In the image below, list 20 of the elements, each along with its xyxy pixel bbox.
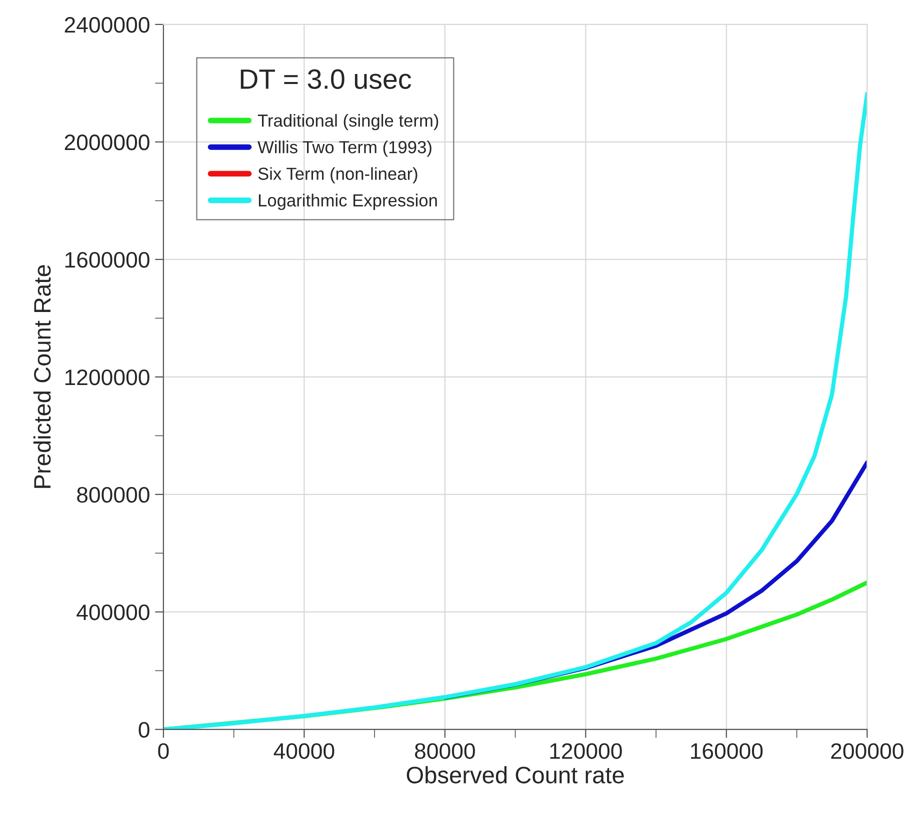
x-tick-label: 40000 bbox=[274, 743, 334, 759]
y-tick-label: 2000000 bbox=[64, 134, 150, 150]
x-tick-label: 0 bbox=[158, 743, 169, 759]
y-tick-label: 1200000 bbox=[65, 369, 150, 386]
x-tick-label: 200000 bbox=[831, 743, 904, 759]
x-axis-title: Observed Count rate bbox=[406, 766, 624, 784]
y-tick-label: 400000 bbox=[76, 604, 150, 620]
legend-label: Willis Two Term (1993) bbox=[258, 140, 432, 157]
legend-label: Six Term (non-linear) bbox=[258, 167, 418, 184]
y-tick-label: 2400000 bbox=[64, 16, 150, 33]
x-tick-label: 160000 bbox=[691, 743, 763, 759]
legend-label: Traditional (single term) bbox=[258, 114, 438, 130]
x-tick-label: 80000 bbox=[414, 743, 475, 759]
legend-title: DT = 3.0 usec bbox=[240, 69, 412, 89]
y-tick-label: 1600000 bbox=[65, 252, 150, 268]
y-tick-label: 0 bbox=[138, 722, 150, 738]
x-tick-label: 120000 bbox=[550, 743, 622, 759]
legend-label: Logarithmic Expression bbox=[258, 194, 437, 210]
y-tick-label: 800000 bbox=[77, 486, 150, 503]
y-axis-title: Predicted Count Rate bbox=[33, 265, 51, 488]
